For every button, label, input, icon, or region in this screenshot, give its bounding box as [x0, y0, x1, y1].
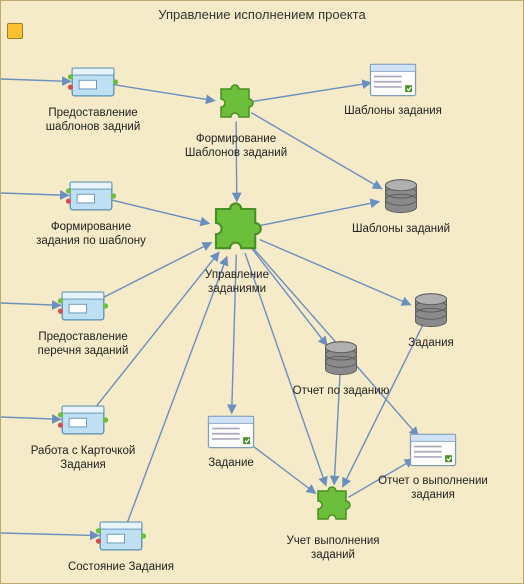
node-label: Задание — [208, 457, 254, 471]
diagram-canvas: Управление исполнением проекта Предостав… — [0, 0, 524, 584]
node-label: Состояние Задания — [68, 561, 174, 575]
node-label: Отчет по заданию — [293, 385, 390, 399]
node-n_task_ui: Задание — [171, 411, 291, 471]
node-n_report_db: Отчет по заданию — [281, 339, 401, 399]
node-n_state: Состояние Задания — [61, 515, 181, 575]
node-n_exec_report_ui: Отчет о выполнении задания — [373, 429, 493, 503]
node-n_manage: Управление заданиями — [177, 195, 297, 297]
node-n_templates_db: Шаблоны заданий — [341, 177, 461, 237]
node-n_templates_ui: Шаблоны задания — [333, 59, 453, 119]
node-n_list_provide: Предоставление перечня заданий — [23, 285, 143, 359]
node-label: Предоставление перечня заданий — [23, 331, 143, 359]
diagram-badge-icon — [7, 23, 23, 39]
node-n_templates_provide: Предоставление шаблонов задний — [33, 61, 153, 135]
diagram-title: Управление исполнением проекта — [1, 7, 523, 22]
node-n_exec_acc: Учет выполнения заданий — [273, 481, 393, 563]
node-label: Учет выполнения заданий — [273, 535, 393, 563]
node-label: Задания — [408, 337, 453, 351]
node-label: Шаблоны заданий — [352, 223, 450, 237]
node-n_tasks_db: Задания — [371, 291, 491, 351]
edges-layer — [1, 1, 524, 584]
node-label: Работа с Карточкой Задания — [23, 445, 143, 473]
node-label: Управление заданиями — [177, 269, 297, 297]
node-label: Формирование Шаблонов заданий — [176, 133, 296, 161]
node-n_templates_form: Формирование Шаблонов заданий — [176, 79, 296, 161]
node-label: Формирование задания по шаблону — [31, 221, 151, 249]
node-label: Шаблоны задания — [344, 105, 442, 119]
node-label: Отчет о выполнении задания — [373, 475, 493, 503]
node-n_card: Работа с Карточкой Задания — [23, 399, 143, 473]
node-label: Предоставление шаблонов задний — [33, 107, 153, 135]
node-n_form_by_tpl: Формирование задания по шаблону — [31, 175, 151, 249]
